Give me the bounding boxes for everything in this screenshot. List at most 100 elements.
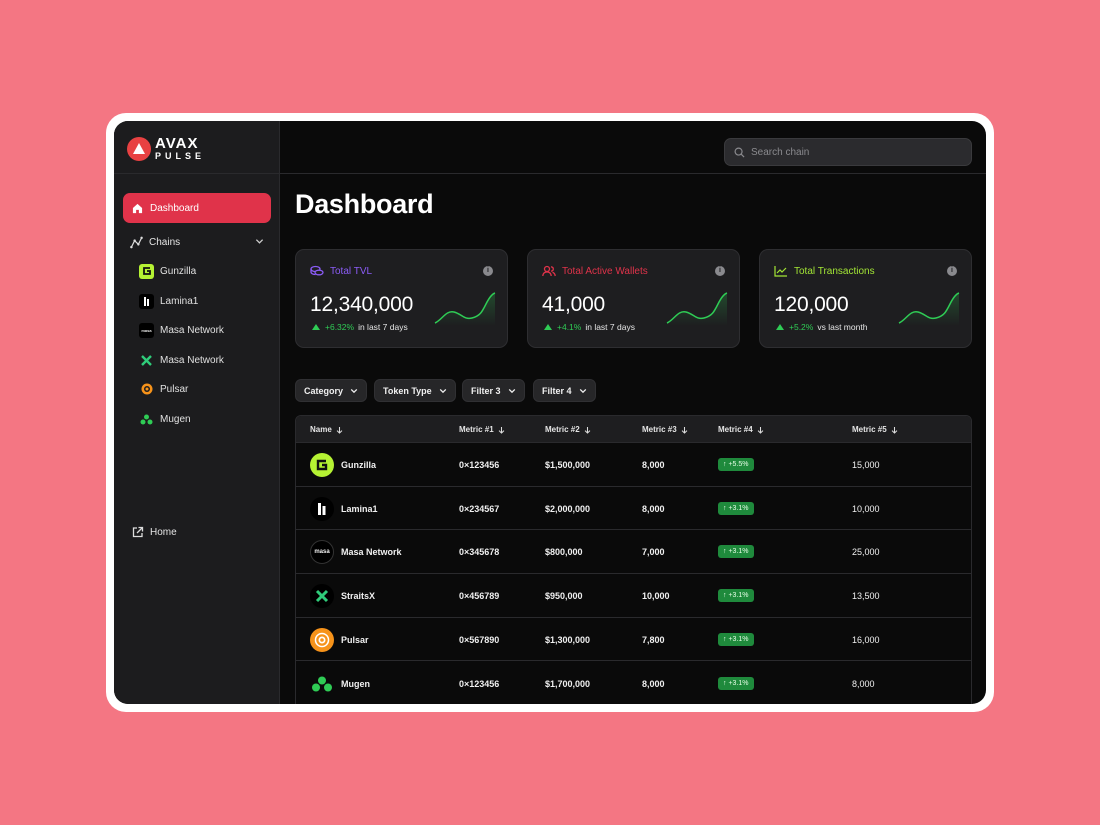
row-name: Lamina1: [341, 503, 378, 514]
row-metric-5: 25,000: [852, 547, 880, 558]
row-metric-1: 0×456789: [459, 591, 500, 602]
sort-arrow-icon: [891, 426, 898, 434]
delta-percent: +4.1%: [557, 322, 582, 332]
row-metric-2: $1,300,000: [545, 634, 591, 645]
row-name: Masa Network: [341, 547, 402, 558]
column-header-metric-5[interactable]: Metric #5: [852, 425, 898, 434]
external-link-icon: [132, 526, 144, 538]
filter-4[interactable]: Filter 4: [533, 379, 596, 402]
row-metric-5: 15,000: [852, 460, 880, 470]
search-icon: [734, 147, 745, 158]
chevron-down-icon: [579, 388, 586, 393]
row-metric-2: $800,000: [545, 547, 583, 558]
up-arrow-icon: [544, 324, 552, 330]
delta-percent: +6.32%: [325, 322, 355, 332]
sidebar-item-straitsx[interactable]: Masa Network: [139, 352, 224, 368]
filter-token-type[interactable]: Token Type: [374, 379, 456, 402]
avalanche-logo-icon: [127, 136, 151, 161]
card-title: Total TVL: [330, 265, 373, 277]
sidebar-item-label: Mugen: [160, 413, 191, 425]
card-delta: +4.1% in last 7 days: [544, 322, 635, 332]
up-arrow-icon: ↑: [723, 635, 729, 643]
table-row[interactable]: StraitsX 0×456789 $950,000 10,000 ↑ +3.1…: [296, 574, 971, 618]
table-row[interactable]: Gunzilla 0×123456 $1,500,000 8,000 ↑ +5.…: [296, 443, 971, 487]
sidebar-item-label: Home: [150, 526, 177, 538]
coins-icon: [310, 265, 324, 276]
up-arrow-icon: ↑: [723, 548, 729, 556]
trend-line-icon: [774, 266, 787, 277]
info-icon[interactable]: i: [715, 266, 725, 276]
column-header-metric-1[interactable]: Metric #1: [459, 425, 505, 434]
delta-percent: +5.2%: [789, 322, 814, 332]
filter-label: Category: [304, 385, 344, 396]
search-box[interactable]: [724, 138, 972, 166]
chevron-down-icon: [350, 388, 358, 393]
card-value: 41,000: [542, 293, 606, 316]
users-icon: [542, 265, 556, 277]
sidebar-item-label: Chains: [149, 236, 181, 248]
sidebar-item-home[interactable]: Home: [132, 526, 177, 538]
masa-icon: masa: [139, 322, 154, 338]
sidebar-item-label: Lamina1: [160, 295, 199, 307]
logo-line1: AVAX: [155, 135, 199, 152]
row-metric-1: 0×345678: [459, 547, 500, 558]
pulsar-icon: [310, 627, 334, 652]
card-title: Total Active Wallets: [562, 265, 648, 277]
row-metric-2: $2,000,000: [545, 503, 591, 514]
sidebar-item-lamina1[interactable]: Lamina1: [139, 293, 198, 309]
sidebar: AVAX PULSE Dashboard Chains Gunzilla Lam…: [114, 121, 280, 704]
card-total-tvl: Total TVL i 12,340,000 +6.32% in last 7 …: [295, 249, 508, 348]
info-icon[interactable]: i: [947, 266, 957, 276]
masa-icon: masa: [310, 540, 334, 565]
row-metric-3: 7,800: [642, 634, 665, 645]
sidebar-item-mugen[interactable]: Mugen: [139, 411, 191, 427]
chevron-down-icon[interactable]: [255, 237, 264, 246]
up-arrow-icon: [776, 324, 784, 330]
sidebar-item-dashboard[interactable]: Dashboard: [123, 193, 271, 223]
table-row[interactable]: masa Masa Network 0×345678 $800,000 7,00…: [296, 530, 971, 575]
column-header-metric-2[interactable]: Metric #2: [545, 425, 591, 434]
sidebar-item-label: Masa Network: [160, 354, 224, 366]
row-metric-4-badge: ↑ +3.1%: [718, 589, 754, 603]
sort-arrow-icon: [336, 426, 343, 434]
card-value: 120,000: [774, 293, 849, 316]
row-metric-5: 8,000: [852, 678, 875, 689]
table-row[interactable]: Mugen 0×123456 $1,700,000 8,000 ↑ +3.1% …: [296, 662, 971, 705]
card-delta: +5.2% vs last month: [776, 322, 867, 332]
column-header-metric-4[interactable]: Metric #4: [718, 425, 764, 434]
sidebar-item-masa-network[interactable]: masa Masa Network: [139, 322, 224, 338]
chevron-down-icon: [439, 388, 446, 393]
sort-arrow-icon: [498, 426, 505, 434]
sidebar-divider: [114, 173, 280, 174]
table-header: Name Metric #1 Metric #2 Metric #3 Metri…: [296, 416, 971, 443]
info-icon[interactable]: i: [483, 266, 493, 276]
sidebar-item-gunzilla[interactable]: Gunzilla: [139, 263, 196, 279]
sidebar-item-label: Dashboard: [150, 202, 199, 214]
column-header-name[interactable]: Name: [310, 425, 343, 434]
filter-category[interactable]: Category: [295, 379, 368, 402]
sort-arrow-icon: [757, 426, 764, 434]
row-name-cell: Pulsar: [310, 627, 369, 652]
row-metric-3: 8,000: [642, 503, 665, 514]
sidebar-item-pulsar[interactable]: Pulsar: [139, 381, 188, 397]
up-arrow-icon: ↑: [723, 461, 729, 468]
table-row[interactable]: Pulsar 0×567890 $1,300,000 7,800 ↑ +3.1%…: [296, 618, 971, 662]
filter-label: Token Type: [383, 385, 432, 396]
row-metric-3: 7,000: [642, 547, 665, 558]
search-input[interactable]: [751, 146, 951, 158]
column-header-metric-3[interactable]: Metric #3: [642, 425, 688, 434]
row-metric-3: 8,000: [642, 460, 665, 470]
gunzilla-icon: [139, 263, 154, 279]
row-name-cell: Lamina1: [310, 496, 378, 521]
card-delta: +6.32% in last 7 days: [312, 322, 408, 332]
row-name-cell: masa Masa Network: [310, 540, 402, 565]
filter-3[interactable]: Filter 3: [462, 379, 525, 402]
sidebar-item-chains[interactable]: Chains: [130, 234, 264, 250]
card-total-active-wallets: Total Active Wallets i 41,000 +4.1% in l…: [527, 249, 740, 348]
row-name: Gunzilla: [341, 460, 377, 470]
avax-pulse-logo[interactable]: AVAX PULSE: [127, 136, 205, 161]
delta-period: vs last month: [817, 322, 868, 332]
sparkline-chart: [898, 292, 960, 326]
mugen-icon: [310, 672, 334, 696]
table-row[interactable]: Lamina1 0×234567 $2,000,000 8,000 ↑ +3.1…: [296, 487, 971, 531]
